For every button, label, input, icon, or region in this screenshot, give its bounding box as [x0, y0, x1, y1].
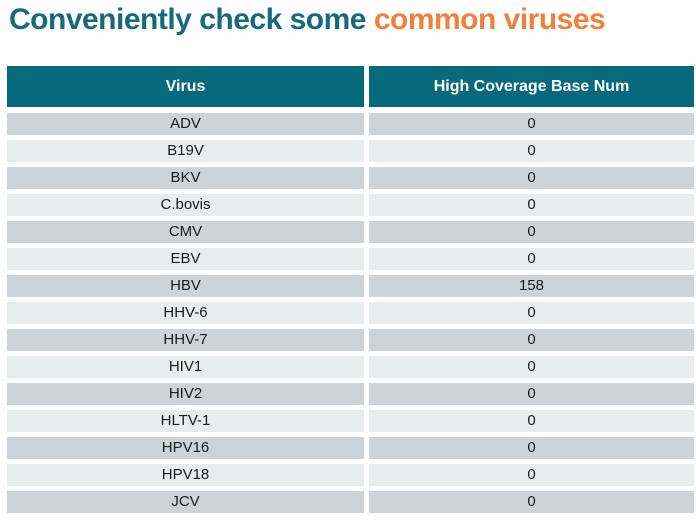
table-row: HHV-7 0 — [7, 329, 694, 351]
virus-name-cell: C.bovis — [7, 194, 364, 216]
virus-name-cell: ADV — [7, 113, 364, 135]
table-row: HLTV-1 0 — [7, 410, 694, 432]
virus-name-cell: HIV2 — [7, 383, 364, 405]
high-coverage-base-num-cell: 0 — [369, 437, 694, 459]
table-row: HIV1 0 — [7, 356, 694, 378]
table-body: ADV 0 B19V 0 BKV 0 C.bovis 0 CMV 0 EBV 0 HBV 158 HHV-6… — [7, 113, 694, 513]
table-row: EBV 0 — [7, 248, 694, 270]
table-row: HPV16 0 — [7, 437, 694, 459]
virus-name-cell: HBV — [7, 275, 364, 297]
high-coverage-base-num-cell: 0 — [369, 329, 694, 351]
high-coverage-base-num-cell: 0 — [369, 194, 694, 216]
high-coverage-base-num-cell: 158 — [369, 275, 694, 297]
high-coverage-base-num-cell: 0 — [369, 491, 694, 513]
virus-name-cell: BKV — [7, 167, 364, 189]
virus-name-cell: CMV — [7, 221, 364, 243]
virus-name-cell: HPV16 — [7, 437, 364, 459]
virus-name-cell: EBV — [7, 248, 364, 270]
column-header-virus: Virus — [7, 66, 364, 107]
table-row: JCV 0 — [7, 491, 694, 513]
high-coverage-base-num-cell: 0 — [369, 140, 694, 162]
virus-name-cell: JCV — [7, 491, 364, 513]
high-coverage-base-num-cell: 0 — [369, 302, 694, 324]
table-header-row: Virus High Coverage Base Num — [7, 66, 694, 107]
table-row: CMV 0 — [7, 221, 694, 243]
high-coverage-base-num-cell: 0 — [369, 248, 694, 270]
table-row: BKV 0 — [7, 167, 694, 189]
table-row: ADV 0 — [7, 113, 694, 135]
high-coverage-base-num-cell: 0 — [369, 113, 694, 135]
table-row: HBV 158 — [7, 275, 694, 297]
high-coverage-base-num-cell: 0 — [369, 410, 694, 432]
page-title-prefix: Conveniently check some — [9, 3, 374, 36]
high-coverage-base-num-cell: 0 — [369, 221, 694, 243]
virus-table: Virus High Coverage Base Num ADV 0 B19V 0 BK… — [7, 66, 694, 518]
virus-name-cell: B19V — [7, 140, 364, 162]
column-header-high-coverage-base-num: High Coverage Base Num — [369, 66, 694, 107]
page-title: Conveniently check some common viruses — [9, 1, 606, 39]
high-coverage-base-num-cell: 0 — [369, 356, 694, 378]
virus-name-cell: HHV-7 — [7, 329, 364, 351]
high-coverage-base-num-cell: 0 — [369, 383, 694, 405]
virus-name-cell: HIV1 — [7, 356, 364, 378]
high-coverage-base-num-cell: 0 — [369, 167, 694, 189]
high-coverage-base-num-cell: 0 — [369, 464, 694, 486]
table-row: C.bovis 0 — [7, 194, 694, 216]
page-title-highlight: common viruses — [373, 3, 606, 36]
table-row: B19V 0 — [7, 140, 694, 162]
virus-name-cell: HPV18 — [7, 464, 364, 486]
table-row: HIV2 0 — [7, 383, 694, 405]
table-row: HHV-6 0 — [7, 302, 694, 324]
table-row: HPV18 0 — [7, 464, 694, 486]
virus-name-cell: HHV-6 — [7, 302, 364, 324]
virus-name-cell: HLTV-1 — [7, 410, 364, 432]
